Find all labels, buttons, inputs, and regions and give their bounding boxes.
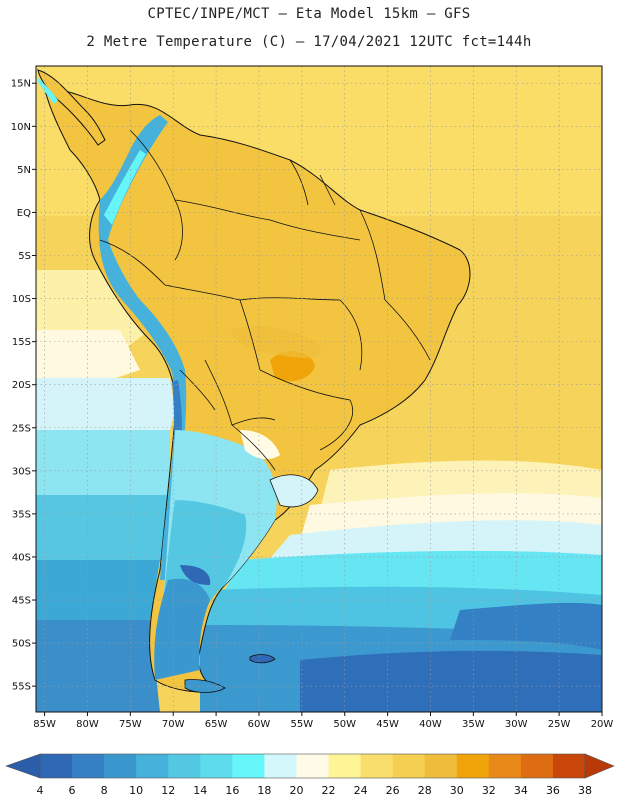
lon-tick-label: 85W xyxy=(33,719,56,730)
lon-tick-label: 65W xyxy=(205,719,228,730)
lat-tick-label: 25S xyxy=(12,423,31,434)
colorbar-label: 6 xyxy=(69,784,76,797)
lat-tick-label: 30S xyxy=(12,466,31,477)
lat-tick-label: 20S xyxy=(12,380,31,391)
colorbar-swatch xyxy=(104,754,137,778)
colorbar-swatch xyxy=(264,754,297,778)
colorbar-label: 14 xyxy=(193,784,207,797)
lon-tick-label: 70W xyxy=(162,719,185,730)
lat-tick-label: 15N xyxy=(11,79,31,90)
colorbar-swatch xyxy=(328,754,361,778)
lon-tick-label: 75W xyxy=(119,719,142,730)
lat-tick-label: 45S xyxy=(12,596,31,607)
map-plot-area xyxy=(36,66,602,712)
colorbar-left-arrow xyxy=(5,753,41,779)
lat-tick-label: 5S xyxy=(18,251,31,262)
colorbar-label: 24 xyxy=(354,784,368,797)
lon-tick-label: 45W xyxy=(376,719,399,730)
colorbar-label: 12 xyxy=(161,784,175,797)
map-title-line2: 2 Metre Temperature (C) – 17/04/2021 12U… xyxy=(86,34,532,50)
lon-tick-label: 55W xyxy=(291,719,314,730)
map-title-line1: CPTEC/INPE/MCT – Eta Model 15km – GFS xyxy=(147,6,471,22)
colorbar-label: 4 xyxy=(37,784,44,797)
colorbar-right-arrow xyxy=(584,753,615,779)
lat-tick-label: 15S xyxy=(12,337,31,348)
colorbar-swatch xyxy=(40,754,73,778)
colorbar-swatch xyxy=(72,754,105,778)
lat-tick-label: 40S xyxy=(12,552,31,563)
colorbar-label: 30 xyxy=(450,784,464,797)
lat-tick-label: 55S xyxy=(12,682,31,693)
colorbar-outline xyxy=(39,753,586,779)
colorbar-label: 10 xyxy=(129,784,143,797)
colorbar-label: 36 xyxy=(546,784,560,797)
colorbar-label: 8 xyxy=(101,784,108,797)
colorbar-swatch xyxy=(232,754,265,778)
lon-tick-label: 20W xyxy=(591,719,614,730)
colorbar xyxy=(5,753,615,779)
lat-tick-label: 35S xyxy=(12,509,31,520)
lon-tick-label: 40W xyxy=(419,719,442,730)
lon-tick-label: 60W xyxy=(248,719,271,730)
colorbar-label: 16 xyxy=(225,784,239,797)
colorbar-swatch xyxy=(520,754,554,778)
colorbar-swatch xyxy=(360,754,393,778)
colorbar-label: 34 xyxy=(514,784,528,797)
lat-tick-label: 10N xyxy=(11,122,31,133)
lon-tick-label: 35W xyxy=(462,719,485,730)
lat-tick-label: 10S xyxy=(12,294,31,305)
colorbar-label: 26 xyxy=(386,784,400,797)
lon-tick-label: 50W xyxy=(333,719,356,730)
colorbar-swatch xyxy=(296,754,329,778)
colorbar-swatch xyxy=(424,754,458,778)
map-frame xyxy=(35,65,603,713)
colorbar-swatch xyxy=(136,754,169,778)
colorbar-label: 38 xyxy=(578,784,592,797)
colorbar-label: 22 xyxy=(322,784,336,797)
colorbar-label: 20 xyxy=(289,784,303,797)
lat-tick-label: 50S xyxy=(12,639,31,650)
colorbar-swatch xyxy=(456,754,490,778)
colorbar-label: 18 xyxy=(257,784,271,797)
lon-tick-label: 30W xyxy=(505,719,528,730)
colorbar-swatch xyxy=(200,754,233,778)
colorbar-swatch xyxy=(392,754,426,778)
colorbar-label: 28 xyxy=(418,784,432,797)
colorbar-label: 32 xyxy=(482,784,496,797)
colorbar-swatch xyxy=(552,754,586,778)
lon-tick-label: 25W xyxy=(548,719,571,730)
lon-tick-label: 80W xyxy=(76,719,99,730)
colorbar-swatch xyxy=(168,754,201,778)
lat-tick-label: 5N xyxy=(17,165,31,176)
colorbar-swatch xyxy=(488,754,522,778)
lat-tick-label: EQ xyxy=(17,208,31,219)
